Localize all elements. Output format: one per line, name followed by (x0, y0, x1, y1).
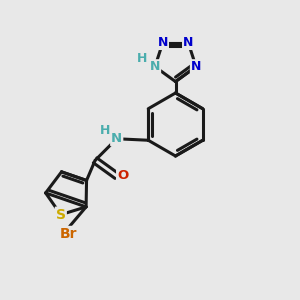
Text: N: N (111, 132, 122, 145)
Text: N: N (150, 60, 160, 73)
Text: H: H (100, 124, 110, 137)
Text: S: S (56, 208, 66, 222)
Text: H: H (137, 52, 148, 65)
Text: Br: Br (59, 227, 77, 241)
Text: O: O (117, 169, 128, 182)
Text: N: N (183, 36, 194, 49)
Text: N: N (158, 36, 168, 49)
Text: N: N (191, 60, 201, 73)
